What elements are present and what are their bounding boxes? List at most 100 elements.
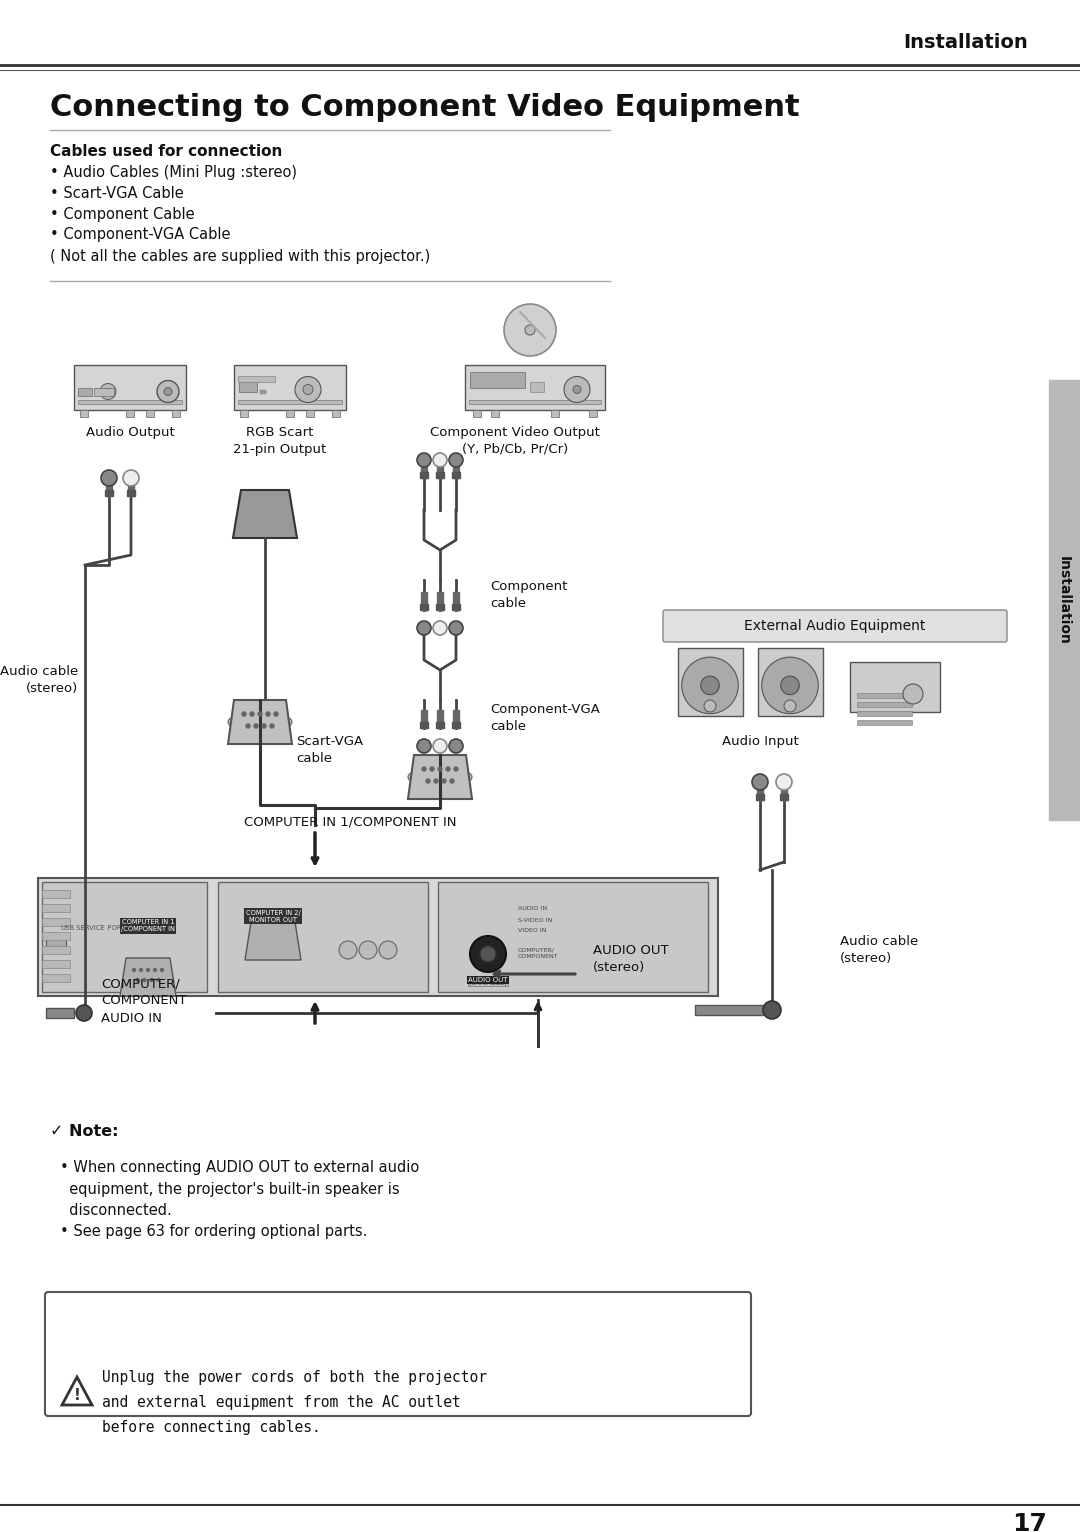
Bar <box>551 411 559 417</box>
Circle shape <box>266 712 270 715</box>
Bar <box>78 388 92 395</box>
Text: • Component-VGA Cable: • Component-VGA Cable <box>50 227 230 242</box>
Bar <box>453 591 459 610</box>
Bar <box>240 411 248 417</box>
Bar <box>146 411 154 417</box>
Circle shape <box>564 377 590 403</box>
Bar <box>42 918 70 925</box>
Circle shape <box>761 657 819 714</box>
Text: Component
cable: Component cable <box>490 581 567 610</box>
Circle shape <box>701 676 719 694</box>
Circle shape <box>442 778 446 783</box>
Circle shape <box>249 712 254 715</box>
Circle shape <box>681 657 739 714</box>
Circle shape <box>704 700 716 712</box>
Bar <box>436 472 444 478</box>
Circle shape <box>246 725 249 728</box>
Bar <box>858 692 912 699</box>
Circle shape <box>379 941 397 959</box>
Bar <box>436 722 444 728</box>
Bar <box>238 400 342 404</box>
Text: • When connecting AUDIO OUT to external audio
  equipment, the projector's built: • When connecting AUDIO OUT to external … <box>60 1160 419 1218</box>
Bar <box>127 490 135 496</box>
Bar <box>42 882 207 993</box>
Circle shape <box>153 968 157 971</box>
Bar <box>780 794 788 800</box>
Text: Cables used for connection: Cables used for connection <box>50 144 282 159</box>
Bar <box>436 604 444 610</box>
Text: Unplug the power cords of both the projector
and external equipment from the AC : Unplug the power cords of both the proje… <box>102 1370 487 1435</box>
Bar <box>105 490 113 496</box>
Circle shape <box>480 945 496 962</box>
Circle shape <box>274 712 278 715</box>
Text: Installation: Installation <box>903 32 1028 52</box>
Circle shape <box>784 700 796 712</box>
Text: COMPUTER IN 1/COMPONENT IN: COMPUTER IN 1/COMPONENT IN <box>244 815 456 829</box>
Bar <box>42 945 70 954</box>
Bar <box>172 411 180 417</box>
Circle shape <box>504 303 556 355</box>
Bar <box>245 509 285 529</box>
Circle shape <box>123 470 139 486</box>
Bar <box>234 365 346 411</box>
Bar <box>437 591 443 610</box>
Bar <box>80 411 87 417</box>
Circle shape <box>417 453 431 467</box>
Circle shape <box>446 768 450 771</box>
Bar <box>332 411 340 417</box>
Circle shape <box>100 383 116 400</box>
Bar <box>470 372 525 388</box>
Bar <box>306 411 314 417</box>
Circle shape <box>242 712 246 715</box>
Bar <box>473 411 481 417</box>
FancyBboxPatch shape <box>663 610 1007 642</box>
Circle shape <box>228 719 237 726</box>
Text: External Audio Equipment: External Audio Equipment <box>744 619 926 633</box>
Circle shape <box>762 1000 781 1019</box>
Bar <box>421 709 427 728</box>
Bar <box>677 648 743 715</box>
Text: USB: USB <box>60 925 75 931</box>
Text: Audio cable
(stereo): Audio cable (stereo) <box>0 665 78 696</box>
Circle shape <box>777 774 792 791</box>
Text: 17: 17 <box>1013 1512 1048 1532</box>
Bar <box>238 375 275 381</box>
Text: Component Video Output
(Y, Pb/Cb, Pr/Cr): Component Video Output (Y, Pb/Cb, Pr/Cr) <box>430 426 599 457</box>
Bar <box>858 720 912 725</box>
Text: COMPUTER/
COMPONENT
AUDIO IN: COMPUTER/ COMPONENT AUDIO IN <box>102 977 187 1025</box>
Text: AUDIO IN: AUDIO IN <box>518 905 548 910</box>
Bar <box>260 391 266 394</box>
Bar <box>438 882 708 993</box>
Circle shape <box>359 941 377 959</box>
Text: ( Not all the cables are supplied with this projector.): ( Not all the cables are supplied with t… <box>50 248 430 264</box>
Circle shape <box>438 768 442 771</box>
Text: (VARIABLE): (VARIABLE) <box>469 979 508 985</box>
Circle shape <box>430 768 434 771</box>
Circle shape <box>76 1005 92 1020</box>
Circle shape <box>408 774 416 781</box>
Circle shape <box>150 979 153 982</box>
Bar <box>858 702 912 706</box>
Bar <box>453 460 459 478</box>
Text: • Scart-VGA Cable: • Scart-VGA Cable <box>50 185 184 201</box>
Circle shape <box>470 936 507 971</box>
Circle shape <box>157 380 179 403</box>
Bar <box>437 709 443 728</box>
Text: RGB Scart
21-pin Output: RGB Scart 21-pin Output <box>233 426 326 457</box>
Bar <box>589 411 597 417</box>
Circle shape <box>781 676 799 694</box>
Bar <box>239 380 257 392</box>
Text: • See page 63 for ordering optional parts.: • See page 63 for ordering optional part… <box>60 1224 367 1239</box>
Bar <box>286 411 294 417</box>
Circle shape <box>903 683 923 705</box>
Circle shape <box>449 620 463 634</box>
Circle shape <box>164 388 172 395</box>
Circle shape <box>102 470 117 486</box>
Circle shape <box>417 738 431 754</box>
Text: Audio Input: Audio Input <box>721 735 798 749</box>
Polygon shape <box>245 922 301 961</box>
Bar <box>421 591 427 610</box>
Bar <box>421 460 427 478</box>
Bar <box>126 411 134 417</box>
Bar <box>78 400 183 404</box>
